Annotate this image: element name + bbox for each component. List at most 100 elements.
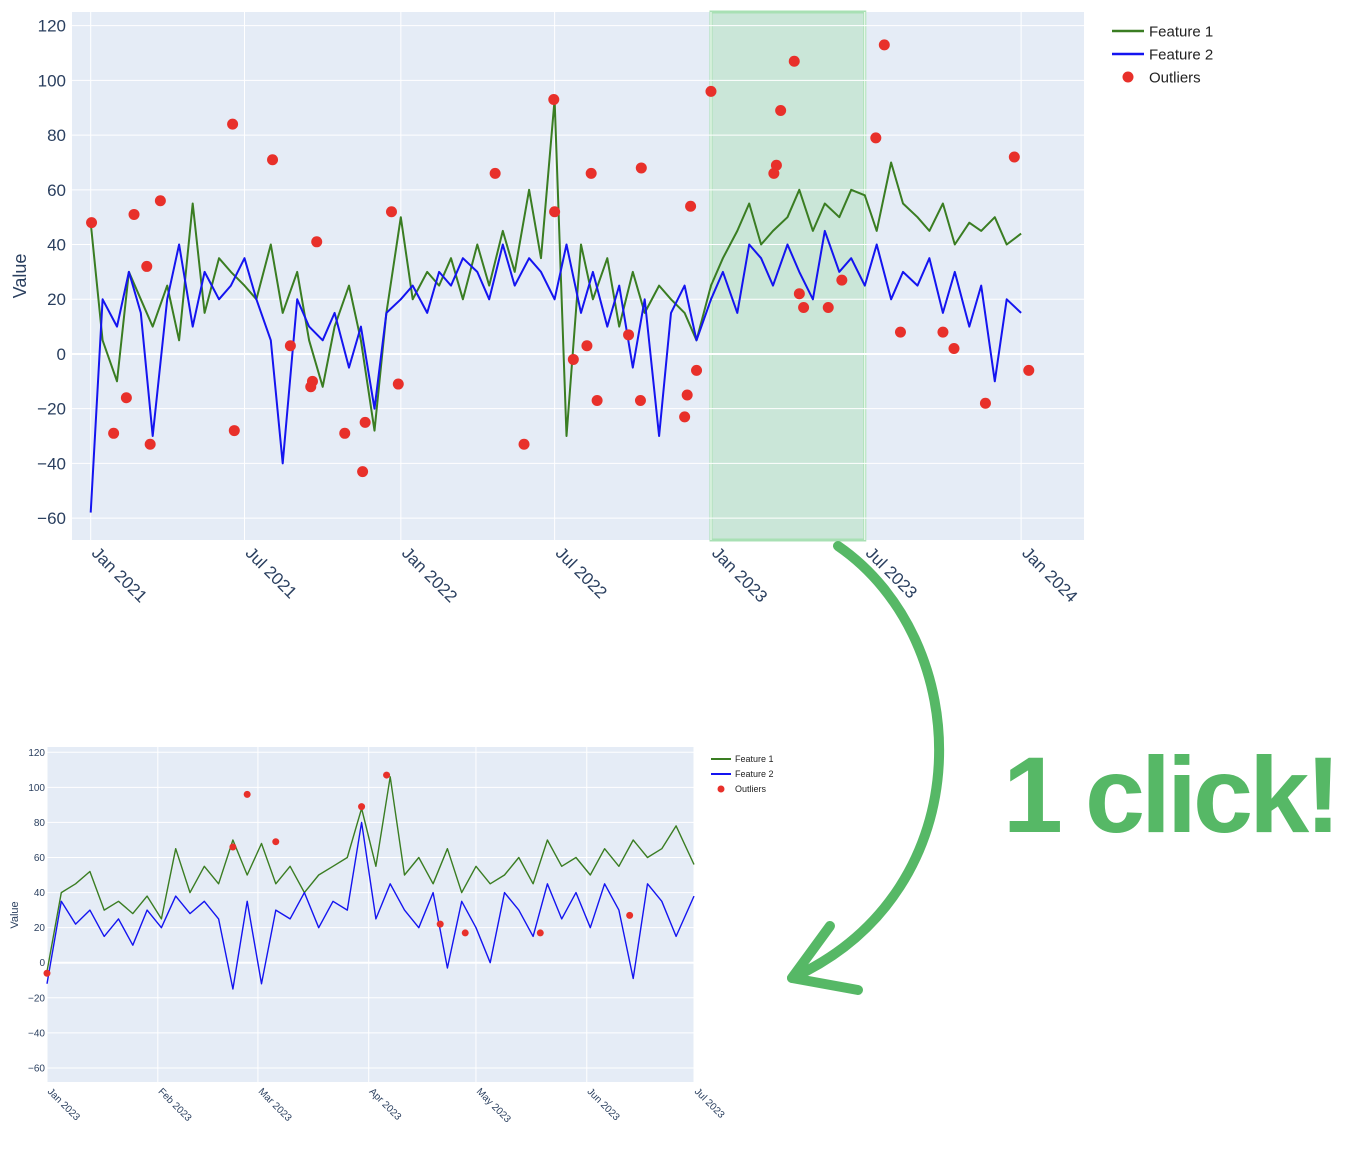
main-outlier-point — [120, 392, 132, 404]
main-outlier-point — [154, 195, 166, 207]
zoom-outlier-point — [358, 803, 366, 811]
main-outlier-point — [623, 329, 635, 341]
main-grid — [72, 12, 1084, 540]
zoomed-chart: −60 −40 −20 0 20 40 60 80 100 120 Jan 2023 Feb 202… — [9, 747, 774, 1125]
zoom-y-tick-label: 60 — [34, 853, 46, 864]
callout-text: 1 click! — [1003, 734, 1337, 855]
main-series — [86, 39, 1035, 513]
zoom-outlier-point — [536, 929, 544, 937]
main-outlier-point — [357, 466, 369, 478]
main-outlier-point — [385, 206, 397, 218]
main-outlier-point — [585, 167, 597, 179]
main-outlier-point — [108, 427, 120, 439]
main-outlier-point — [227, 118, 239, 130]
main-outlier-point — [894, 326, 906, 338]
main-outlier-point — [311, 236, 323, 248]
zoom-y-tick-label: 40 — [34, 888, 46, 899]
main-outlier-point — [937, 326, 949, 338]
main-chart: −60 −40 −20 0 20 40 60 80 100 120 Jan 2021 Jul 202… — [10, 10, 1213, 606]
main-outlier-point — [581, 340, 593, 352]
main-x-tick-label: Jan 2021 — [88, 543, 151, 606]
zoomed-legend: Feature 1 Feature 2 Outliers — [711, 754, 774, 794]
main-outlier-point — [284, 340, 296, 352]
main-y-tick-label: 80 — [47, 126, 66, 145]
curved-arrow-icon — [787, 541, 945, 995]
main-y-tick-label: −20 — [37, 400, 66, 419]
main-outlier-point — [1008, 151, 1020, 163]
main-outlier-point — [489, 167, 501, 179]
main-outlier-point — [685, 200, 697, 212]
zoom-outlier-point — [243, 790, 251, 798]
main-outlier-point — [788, 55, 800, 67]
main-outlier-point — [635, 162, 647, 174]
zoom-x-tick-label: Feb 2023 — [156, 1086, 194, 1124]
zoomed-y-axis-title: Value — [9, 901, 21, 928]
main-outlier-point — [267, 154, 279, 166]
main-outlier-point — [591, 394, 603, 406]
main-outlier-point — [979, 397, 991, 409]
zoom-x-tick-label: Apr 2023 — [367, 1086, 404, 1123]
zoom-outlier-point — [383, 771, 391, 779]
zoom-outlier-point — [436, 920, 444, 928]
main-outlier-point — [775, 104, 787, 116]
main-legend-label: Feature 1 — [1149, 23, 1213, 40]
zoom-outlier-point — [272, 838, 280, 846]
main-outlier-point — [359, 416, 371, 428]
zoom-series-2-line — [46, 821, 695, 990]
zoom-outlier-point — [229, 843, 237, 851]
main-outlier-point — [144, 438, 156, 450]
main-outlier-point — [798, 301, 810, 313]
main-y-tick-label: 40 — [47, 235, 66, 254]
main-y-tick-label: −40 — [37, 454, 66, 473]
zoom-y-tick-label: 20 — [34, 923, 46, 934]
main-outlier-point — [339, 427, 351, 439]
main-outlier-point — [836, 274, 848, 286]
zoomed-series — [43, 771, 695, 990]
zoom-x-tick-label: Mar 2023 — [256, 1086, 294, 1124]
zoom-y-tick-label: 100 — [28, 783, 45, 794]
main-outlier-point — [793, 288, 805, 300]
main-outlier-point — [691, 364, 703, 376]
main-outlier-point — [1023, 364, 1035, 376]
zoom-y-tick-label: 0 — [39, 958, 45, 969]
main-legend-label: Feature 2 — [1149, 46, 1213, 63]
main-outlier-point — [948, 342, 960, 354]
zoomed-y-axis: −60 −40 −20 0 20 40 60 80 100 120 — [28, 748, 45, 1075]
zoom-legend-label: Feature 1 — [735, 754, 774, 764]
zoom-x-tick-label: Jun 2023 — [585, 1086, 622, 1123]
main-y-tick-label: 60 — [47, 181, 66, 200]
main-outlier-point — [141, 260, 153, 272]
main-y-axis-title: Value — [10, 254, 30, 299]
main-outlier-point — [681, 389, 693, 401]
main-y-tick-label: 120 — [38, 17, 66, 36]
main-outlier-point — [679, 411, 691, 423]
main-x-tick-label: Jan 2024 — [1018, 543, 1081, 606]
main-y-tick-label: 100 — [38, 71, 66, 90]
main-outlier-point — [634, 394, 646, 406]
zoom-legend-swatch — [717, 785, 725, 793]
main-outlier-point — [822, 301, 834, 313]
main-legend-label: Outliers — [1149, 69, 1201, 86]
main-series-2-line — [89, 229, 1022, 513]
main-outlier-point — [705, 85, 717, 97]
zoom-outlier-point — [626, 911, 634, 919]
zoom-legend-label: Feature 2 — [735, 769, 774, 779]
main-outlier-point — [518, 438, 530, 450]
main-outlier-point — [567, 353, 579, 365]
main-outlier-point — [878, 39, 890, 51]
main-outlier-point — [549, 206, 561, 218]
zoom-x-tick-label: May 2023 — [474, 1086, 513, 1125]
zoom-y-tick-label: 120 — [28, 748, 45, 759]
main-outlier-point — [128, 208, 140, 220]
main-outlier-point — [870, 132, 882, 144]
main-y-tick-label: −60 — [37, 509, 66, 528]
zoomed-plot-area — [47, 747, 694, 1082]
main-y-tick-label: 20 — [47, 290, 66, 309]
main-outlier-point — [306, 375, 318, 387]
zoom-x-tick-label: Jan 2023 — [45, 1086, 82, 1123]
main-x-tick-label: Jul 2022 — [552, 543, 611, 602]
zoom-y-tick-label: 80 — [34, 818, 46, 829]
main-x-axis: Jan 2021 Jul 2021 Jan 2022 Jul 2022 Jan 2023… — [88, 543, 1081, 606]
zoomed-x-axis: Jan 2023 Feb 2023 Mar 2023 Apr 2023 May 2023… — [45, 1086, 727, 1125]
main-outlier-point — [548, 94, 560, 106]
